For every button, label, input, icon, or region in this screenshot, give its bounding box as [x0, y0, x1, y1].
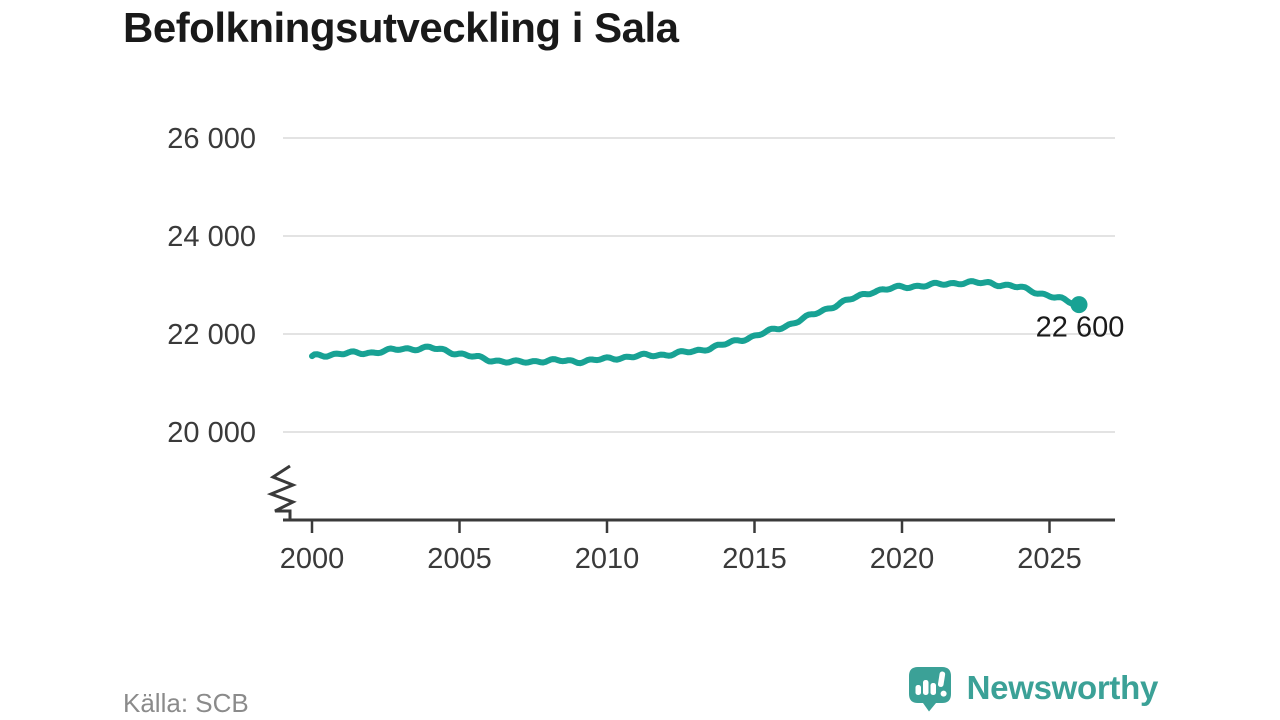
newsworthy-wordmark: Newsworthy — [966, 669, 1159, 706]
x-tick-label: 2015 — [722, 543, 787, 575]
x-tick-label: 2020 — [870, 543, 935, 575]
data-series-layer: 22 600 — [309, 278, 1125, 367]
y-tick-label: 26 000 — [167, 123, 256, 155]
y-tick-label: 20 000 — [167, 417, 256, 449]
x-tick-label: 2000 — [280, 543, 345, 575]
x-tick-label: 2005 — [427, 543, 492, 575]
newsworthy-branding: Newsworthy — [906, 664, 1158, 712]
y-tick-label: 24 000 — [167, 221, 256, 253]
newsworthy-logo-icon — [908, 667, 951, 712]
x-tick-label: 2025 — [1017, 543, 1082, 575]
end-value-label: 22 600 — [1036, 312, 1125, 344]
end-point-marker — [1070, 296, 1088, 314]
y-axis-labels: 20 000 22 000 24 000 26 000 — [167, 123, 256, 449]
y-axis-break-icon — [266, 464, 297, 519]
y-tick-label: 22 000 — [167, 319, 256, 351]
population-line — [309, 278, 1082, 367]
x-axis: 2000 2005 2010 2015 2020 2025 — [280, 518, 1115, 575]
x-tick-label: 2010 — [575, 543, 640, 575]
gridlines-layer — [283, 137, 1115, 433]
chart-title: Befolkningsutveckling i Sala — [123, 4, 679, 51]
source-note: Källa: SCB — [123, 688, 249, 718]
